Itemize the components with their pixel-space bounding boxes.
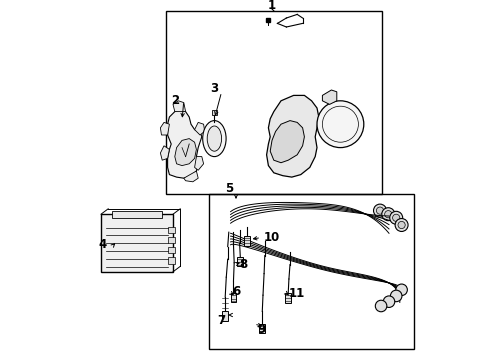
Bar bbox=[166, 11, 382, 194]
Bar bbox=[112, 211, 162, 218]
Text: 6: 6 bbox=[232, 285, 240, 298]
Circle shape bbox=[382, 208, 395, 221]
Circle shape bbox=[317, 101, 364, 148]
Polygon shape bbox=[222, 311, 228, 321]
Text: 4: 4 bbox=[98, 238, 107, 251]
Text: 11: 11 bbox=[289, 287, 305, 300]
Text: 3: 3 bbox=[210, 82, 219, 95]
Circle shape bbox=[375, 300, 387, 312]
Circle shape bbox=[376, 207, 384, 214]
Text: 1: 1 bbox=[268, 0, 276, 12]
Text: 7: 7 bbox=[218, 314, 226, 327]
Polygon shape bbox=[322, 90, 337, 104]
Circle shape bbox=[396, 284, 407, 296]
Bar bbox=[168, 257, 175, 264]
Bar bbox=[168, 247, 175, 253]
Circle shape bbox=[395, 219, 408, 231]
Polygon shape bbox=[168, 110, 202, 178]
Bar bbox=[168, 237, 175, 243]
Polygon shape bbox=[237, 257, 243, 266]
Polygon shape bbox=[195, 157, 204, 170]
Polygon shape bbox=[173, 101, 186, 112]
Ellipse shape bbox=[203, 121, 226, 157]
Circle shape bbox=[398, 221, 405, 229]
Circle shape bbox=[391, 290, 402, 302]
Polygon shape bbox=[259, 324, 265, 333]
Bar bbox=[209, 194, 414, 349]
Polygon shape bbox=[160, 146, 170, 160]
Polygon shape bbox=[231, 293, 236, 302]
Polygon shape bbox=[212, 110, 217, 115]
Polygon shape bbox=[175, 139, 196, 166]
Polygon shape bbox=[285, 293, 291, 303]
Circle shape bbox=[383, 296, 395, 307]
Text: 8: 8 bbox=[239, 258, 247, 271]
Bar bbox=[168, 227, 175, 233]
Circle shape bbox=[390, 211, 403, 224]
Circle shape bbox=[373, 204, 387, 217]
Circle shape bbox=[385, 211, 392, 218]
Text: 9: 9 bbox=[257, 323, 265, 336]
Polygon shape bbox=[184, 171, 198, 182]
Text: 10: 10 bbox=[264, 231, 280, 244]
Polygon shape bbox=[244, 236, 250, 246]
Text: 2: 2 bbox=[171, 94, 179, 107]
Bar bbox=[101, 214, 173, 272]
Polygon shape bbox=[267, 95, 319, 177]
Polygon shape bbox=[270, 121, 304, 163]
Text: 5: 5 bbox=[225, 183, 233, 195]
Circle shape bbox=[392, 214, 400, 221]
Ellipse shape bbox=[207, 126, 221, 151]
Polygon shape bbox=[160, 122, 170, 135]
Polygon shape bbox=[195, 122, 205, 135]
